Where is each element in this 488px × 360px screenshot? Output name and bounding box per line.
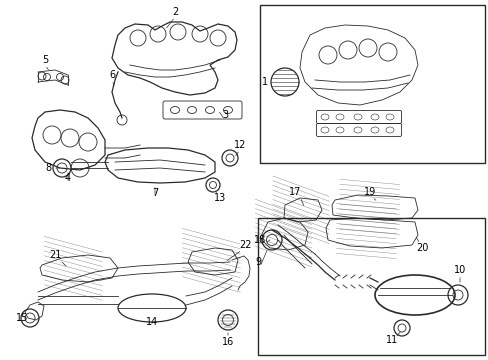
Text: 8: 8: [45, 163, 51, 173]
Text: 21: 21: [49, 250, 61, 260]
Text: 6: 6: [109, 70, 115, 80]
Text: 7: 7: [152, 188, 158, 198]
Text: 1: 1: [262, 77, 267, 87]
Text: 2: 2: [171, 7, 178, 17]
Text: 16: 16: [222, 337, 234, 347]
Text: 12: 12: [233, 140, 245, 150]
Text: 9: 9: [254, 257, 261, 267]
Bar: [258, 218, 484, 355]
Text: 5: 5: [42, 55, 48, 65]
Text: 11: 11: [385, 335, 397, 345]
Text: 10: 10: [453, 265, 465, 275]
Text: 4: 4: [65, 173, 71, 183]
Text: 3: 3: [222, 110, 227, 120]
Text: 22: 22: [238, 240, 251, 250]
Text: 13: 13: [213, 193, 225, 203]
Text: 19: 19: [363, 187, 375, 197]
Text: 15: 15: [16, 313, 28, 323]
Text: 17: 17: [288, 187, 301, 197]
Text: 18: 18: [253, 235, 265, 245]
Text: 14: 14: [145, 317, 158, 327]
Text: 20: 20: [415, 243, 427, 253]
Bar: [260, 5, 484, 163]
